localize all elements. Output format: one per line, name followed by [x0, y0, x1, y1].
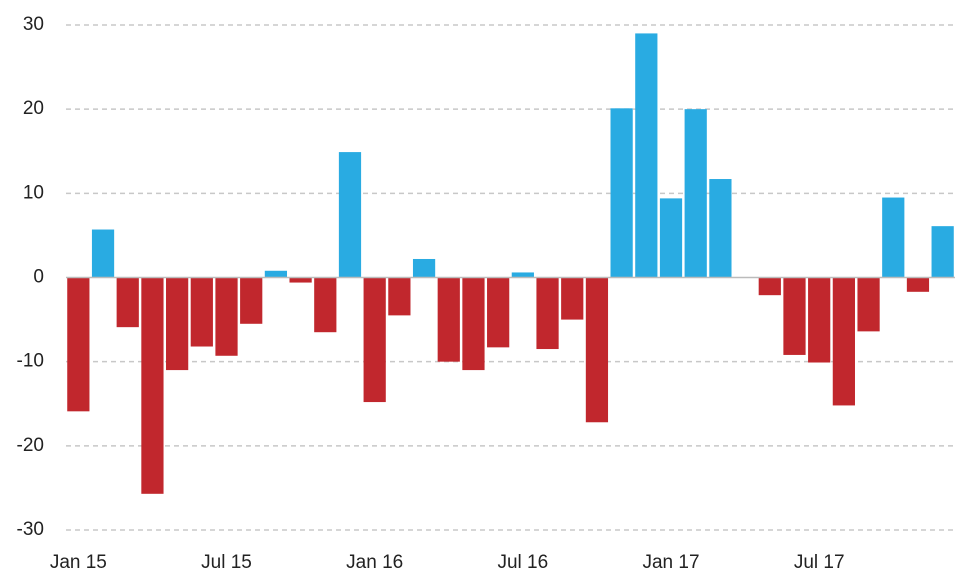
y-tick-label: -20	[17, 435, 44, 456]
y-tick-label: -30	[17, 519, 44, 540]
bar	[684, 109, 707, 278]
bar	[240, 277, 263, 324]
bar	[561, 277, 584, 320]
x-tick-label: Jul 15	[201, 552, 252, 573]
bar	[289, 277, 312, 283]
bar	[141, 277, 164, 494]
bar	[610, 108, 633, 278]
bar	[585, 277, 609, 423]
bar	[264, 270, 288, 278]
bar	[462, 277, 485, 371]
bar	[363, 277, 386, 403]
bar	[783, 277, 806, 355]
bar	[511, 272, 534, 278]
bar	[635, 33, 658, 278]
bar	[67, 277, 90, 412]
bar	[314, 277, 337, 333]
bar	[832, 277, 855, 406]
y-tick-label: 30	[23, 14, 44, 35]
y-tick-label: 20	[23, 98, 44, 119]
bar	[388, 277, 411, 316]
x-tick-label: Jan 16	[346, 552, 403, 573]
bar	[906, 277, 930, 292]
bar	[857, 277, 880, 332]
bar	[215, 277, 238, 356]
y-tick-label: 0	[33, 267, 44, 288]
bar	[709, 179, 732, 278]
x-tick-label: Jul 17	[794, 552, 845, 573]
x-tick-label: Jan 15	[50, 552, 107, 573]
x-tick-label: Jan 17	[642, 552, 699, 573]
bar	[808, 277, 831, 363]
y-tick-label: -10	[17, 351, 44, 372]
bar	[659, 198, 683, 278]
bar	[412, 258, 436, 278]
bar	[190, 277, 213, 347]
bar	[931, 226, 954, 278]
bar	[166, 277, 189, 371]
bar	[882, 197, 905, 278]
bar	[116, 277, 139, 328]
y-tick-label: 10	[23, 182, 44, 203]
x-tick-label: Jul 16	[497, 552, 548, 573]
bar	[338, 152, 362, 278]
bar	[487, 277, 510, 348]
bar	[437, 277, 460, 362]
bar	[758, 277, 781, 296]
bar	[91, 229, 115, 278]
bar	[536, 277, 559, 350]
